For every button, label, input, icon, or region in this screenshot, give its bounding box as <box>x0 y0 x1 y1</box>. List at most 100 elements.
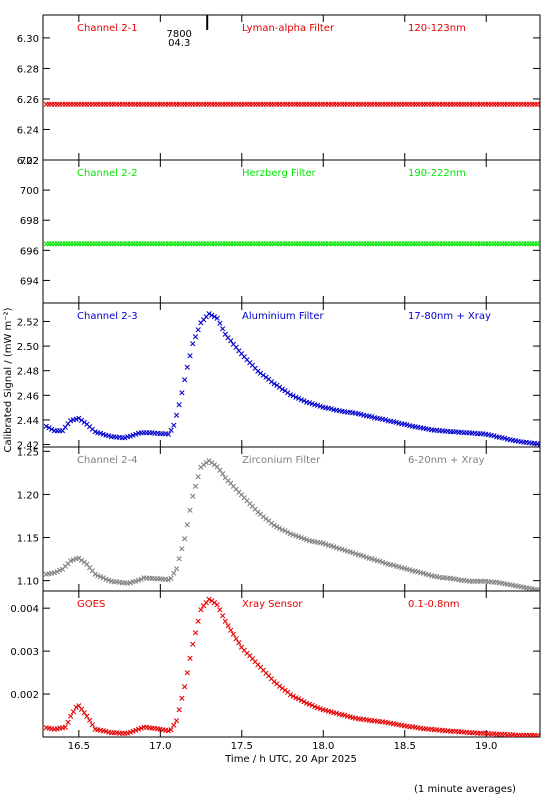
data-point: × <box>72 239 80 249</box>
data-point: × <box>208 239 216 249</box>
data-point: × <box>170 721 178 731</box>
data-point: × <box>105 432 113 442</box>
data-point: × <box>222 239 230 249</box>
data-point: × <box>86 563 94 573</box>
data-point: × <box>504 100 512 110</box>
data-point: × <box>102 575 110 585</box>
data-point: × <box>181 100 189 110</box>
data-point: × <box>154 100 162 110</box>
footnote: (1 minute averages) <box>414 784 516 795</box>
data-point: × <box>146 239 154 249</box>
data-point: × <box>512 239 520 249</box>
data-point: × <box>335 710 343 720</box>
data-point: × <box>346 548 354 558</box>
y-tick-label: 1.15 <box>17 534 39 545</box>
data-point: × <box>501 434 509 444</box>
data-point: × <box>439 427 447 437</box>
data-point: × <box>401 100 409 110</box>
data-point: × <box>493 100 501 110</box>
data-point: × <box>118 433 126 443</box>
data-point: × <box>466 100 474 110</box>
data-point: × <box>295 695 303 705</box>
y-tick-label: 2.42 <box>17 441 39 452</box>
data-point: × <box>102 100 110 110</box>
filter-label: Xray Sensor <box>242 599 303 610</box>
data-point: × <box>105 239 113 249</box>
data-point: × <box>365 239 373 249</box>
data-point: × <box>143 723 151 733</box>
data-point: × <box>352 239 360 249</box>
data-point: × <box>83 100 91 110</box>
data-point: × <box>441 427 449 437</box>
data-point: × <box>306 399 314 409</box>
data-point: × <box>129 578 137 588</box>
data-point: × <box>197 463 205 473</box>
data-point: × <box>536 239 544 249</box>
data-point: × <box>322 706 330 716</box>
data-point: × <box>319 539 327 549</box>
data-point: × <box>227 626 235 636</box>
data-point: × <box>536 100 544 110</box>
data-point: × <box>523 584 531 594</box>
data-point: × <box>425 100 433 110</box>
data-point: × <box>170 569 178 579</box>
data-point: × <box>436 239 444 249</box>
data-point: × <box>349 713 357 723</box>
data-point: × <box>430 572 438 582</box>
data-point: × <box>327 542 335 552</box>
data-point: × <box>433 726 441 736</box>
data-point: × <box>148 100 156 110</box>
x-tick-label: 19.0 <box>475 741 497 752</box>
data-point: × <box>91 725 99 735</box>
data-point: × <box>422 570 430 580</box>
data-point: × <box>509 731 517 741</box>
band-label: 17-80nm + Xray <box>408 311 491 322</box>
data-point: × <box>170 421 178 431</box>
data-point: × <box>354 410 362 420</box>
data-point: × <box>159 430 167 440</box>
data-point: × <box>515 239 523 249</box>
data-point: × <box>140 574 148 584</box>
data-point: × <box>414 100 422 110</box>
data-point: × <box>411 723 419 733</box>
data-point: × <box>449 727 457 737</box>
data-point: × <box>376 717 384 727</box>
x-axis-label: Time / h UTC, 20 Apr 2025 <box>224 754 357 765</box>
data-point: × <box>376 557 384 567</box>
data-point: × <box>235 488 243 498</box>
data-point: × <box>319 100 327 110</box>
data-point: × <box>260 666 268 676</box>
data-point: × <box>203 459 211 469</box>
data-point: × <box>53 724 61 734</box>
data-point: × <box>53 100 61 110</box>
data-point: × <box>382 559 390 569</box>
data-point: × <box>260 371 268 381</box>
series-markers: ××××××××××××××××××××××××××××××××××××××××… <box>43 595 540 741</box>
data-point: × <box>496 239 504 249</box>
data-point: × <box>251 505 259 515</box>
data-point: × <box>433 100 441 110</box>
data-point: × <box>490 730 498 740</box>
data-point: × <box>425 725 433 735</box>
data-point: × <box>243 355 251 365</box>
data-point: × <box>371 100 379 110</box>
data-point: × <box>311 239 319 249</box>
data-point: × <box>501 730 509 740</box>
data-point: × <box>251 100 259 110</box>
data-point: × <box>186 239 194 249</box>
data-point: × <box>257 100 265 110</box>
data-point: × <box>222 100 230 110</box>
data-point: × <box>354 550 362 560</box>
y-tick-label: 6.26 <box>17 95 39 106</box>
data-point: × <box>173 100 181 110</box>
data-point: × <box>64 559 72 569</box>
data-point: × <box>349 100 357 110</box>
data-point: × <box>515 731 523 741</box>
data-point: × <box>373 556 381 566</box>
data-point: × <box>515 437 523 447</box>
data-point: × <box>151 429 159 439</box>
panel-name-label: Channel 2-2 <box>77 168 138 179</box>
data-point: × <box>279 239 287 249</box>
data-point: × <box>536 586 544 596</box>
